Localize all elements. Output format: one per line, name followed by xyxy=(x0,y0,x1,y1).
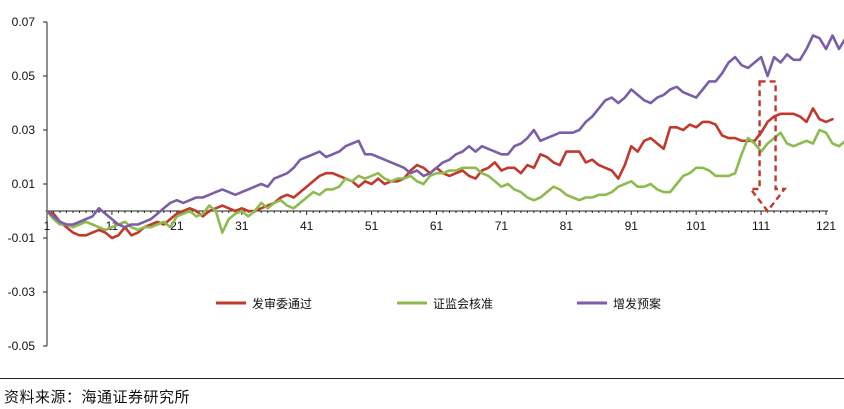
y-tick-label: 0.07 xyxy=(12,15,36,29)
x-tick-label: 111 xyxy=(752,219,771,233)
x-tick-label: 121 xyxy=(816,219,836,233)
legend-item-1: 发审委通过 xyxy=(216,296,312,311)
y-tick-label: 0.05 xyxy=(12,69,36,83)
y-tick-label: -0.05 xyxy=(8,339,36,353)
legend-item-2: 证监会核准 xyxy=(397,297,493,311)
x-tick-label: 61 xyxy=(430,219,444,233)
series-line-3 xyxy=(45,34,844,229)
x-tick-label: 1 xyxy=(44,219,51,233)
x-tick-label: 101 xyxy=(686,219,706,233)
y-axis: -0.05 -0.03 -0.01 0.01 0.03 0.05 0.07 xyxy=(8,15,48,353)
down-arrow-annotation xyxy=(748,80,788,213)
x-tick-label: 31 xyxy=(235,219,249,233)
y-tick-label: -0.01 xyxy=(8,231,36,245)
x-tick-label: 41 xyxy=(300,219,314,233)
legend-label: 增发预案 xyxy=(613,296,661,311)
legend-label: 证监会核准 xyxy=(433,297,493,311)
legend-label: 发审委通过 xyxy=(252,296,312,311)
x-tick-label: 51 xyxy=(365,219,379,233)
x-tick-label: 91 xyxy=(625,219,639,233)
y-tick-label: -0.03 xyxy=(8,285,36,299)
series-line-1 xyxy=(45,107,834,240)
y-tick-label: 0.01 xyxy=(12,177,36,191)
series-line-2 xyxy=(45,128,844,234)
x-tick-label: 81 xyxy=(560,219,574,233)
legend-item-3: 增发预案 xyxy=(577,296,661,311)
source-text: 资料来源：海通证券研究所 xyxy=(4,388,191,406)
annotation-arrow xyxy=(748,80,788,213)
x-tick-label: 71 xyxy=(495,219,509,233)
source-divider xyxy=(0,378,844,379)
series-lines xyxy=(45,34,844,240)
y-tick-label: 0.03 xyxy=(12,123,36,137)
legend: 发审委通过 证监会核准 增发预案 xyxy=(216,296,661,311)
